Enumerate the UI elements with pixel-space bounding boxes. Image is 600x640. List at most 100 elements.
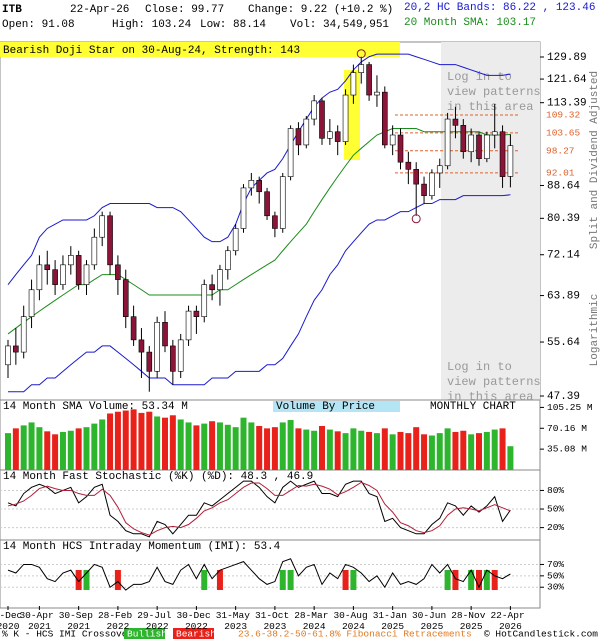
volume-bar — [279, 422, 286, 470]
candle-body — [491, 131, 498, 136]
candle-body — [507, 145, 514, 177]
candle-body — [5, 345, 11, 366]
y-tick-label: 20% — [547, 522, 564, 533]
volume-bar — [162, 417, 168, 470]
candle-body — [83, 264, 90, 285]
pattern-circle — [356, 49, 366, 59]
volume-bar — [122, 410, 129, 470]
volume-bar — [44, 431, 51, 470]
y-tick-label: 121.64 — [547, 74, 587, 86]
volume-bar — [248, 422, 255, 470]
volume-bar — [177, 419, 184, 470]
volume-bar — [59, 431, 66, 470]
x-tick-label: 30-Jun 2025 — [412, 610, 452, 632]
candle-body — [162, 322, 168, 347]
fib-label: 92.01 — [546, 167, 575, 178]
stochastic-title: 14 Month Fast Stochastic (%K) (%D): 48.3… — [3, 471, 313, 483]
candle-body — [28, 289, 35, 317]
fib-label: 109.32 — [546, 109, 581, 120]
login-note: Log in to — [447, 70, 512, 84]
candle-body — [20, 316, 27, 353]
candle-body — [217, 269, 223, 291]
volume-bar — [28, 422, 35, 470]
candle-body — [303, 118, 310, 146]
volume-bar — [20, 425, 27, 470]
candle-body — [279, 176, 286, 229]
y-tick-label: 80% — [547, 485, 564, 496]
candle-body — [366, 64, 372, 96]
volume-bar — [193, 425, 200, 470]
volume-bar — [209, 421, 216, 470]
candle-body — [405, 161, 412, 170]
crossover-bar — [114, 570, 121, 590]
symbol: ITB — [2, 4, 22, 16]
candle-body — [13, 345, 19, 353]
candle-body — [232, 228, 239, 252]
candle-body — [342, 94, 349, 142]
candle-body — [68, 255, 74, 266]
volume-bar — [67, 430, 74, 470]
crossover-bar — [452, 570, 459, 590]
volume-bar — [460, 430, 467, 470]
candle-body — [99, 215, 105, 238]
bearish-label: Bearish — [176, 629, 216, 640]
candle-body — [240, 187, 247, 229]
pattern-circle — [411, 214, 421, 224]
volume-bar — [5, 433, 11, 470]
x-tick-label: 30-Dec 2022 — [176, 610, 216, 632]
x-tick-label: 31-Jan 2025 — [373, 610, 413, 632]
open: Open: 91.08 — [2, 19, 75, 31]
volume-bar — [397, 431, 404, 470]
login-note: view patterns — [447, 375, 541, 389]
candle-body — [44, 264, 51, 270]
pattern-text: Bearish Doji Star on 30-Aug-24, Strength… — [3, 45, 300, 57]
candle-body — [177, 339, 184, 372]
crossover-bar — [83, 570, 90, 590]
scale-note: Logarithmic — [589, 294, 600, 367]
volume-bar — [169, 415, 176, 470]
high: High: 103.24 — [112, 19, 192, 31]
overlay-line — [7, 128, 511, 335]
locked-region — [441, 42, 540, 400]
candle-body — [429, 172, 435, 196]
candle-body — [115, 264, 121, 280]
candle-body — [193, 310, 200, 317]
crossover-bar — [287, 570, 294, 590]
y-tick-label: 105.25 M — [547, 402, 593, 413]
login-note: in this area — [447, 100, 533, 114]
y-tick-label: 88.64 — [547, 180, 580, 192]
x-tick-label: 31-Oct 2023 — [255, 610, 295, 632]
low: Low: 88.14 — [200, 19, 266, 31]
volume-bar — [201, 423, 208, 470]
date: 22-Apr-26 — [70, 4, 129, 16]
candle-body — [122, 279, 129, 317]
y-tick-label: 72.14 — [547, 250, 580, 262]
volume-bar — [428, 435, 435, 470]
candle-body — [91, 236, 98, 266]
x-tick-label: 31-Dec 2020 — [0, 610, 28, 632]
volume-bar — [389, 434, 396, 470]
candle-body — [107, 215, 113, 266]
volume-bar — [287, 420, 294, 470]
crossover-bar — [279, 570, 286, 590]
volume-bar — [240, 417, 247, 470]
candle-body — [319, 100, 325, 139]
candle-body — [334, 131, 341, 142]
candle-body — [468, 134, 474, 153]
fib-label: 103.65 — [546, 127, 581, 138]
volume-title: 14 Month SMA Volume: 53.34 M — [3, 401, 188, 413]
x-tick-label: 28-Nov 2025 — [451, 610, 491, 632]
login-note: Log in to — [447, 360, 512, 374]
crossover-bar — [476, 570, 482, 590]
candle-body — [60, 264, 66, 285]
candle-body — [201, 284, 208, 317]
candle-body — [52, 269, 58, 285]
monthly-note: MONTHLY CHART — [430, 401, 516, 413]
y-tick-label: 80.39 — [547, 213, 580, 225]
crossover-bar — [350, 570, 357, 590]
x-tick-label: 22-Apr 2026 — [490, 610, 530, 632]
volume-bar — [75, 428, 82, 470]
volume-bar — [366, 431, 373, 470]
candle-body — [264, 191, 270, 217]
volume-bar — [476, 433, 482, 470]
